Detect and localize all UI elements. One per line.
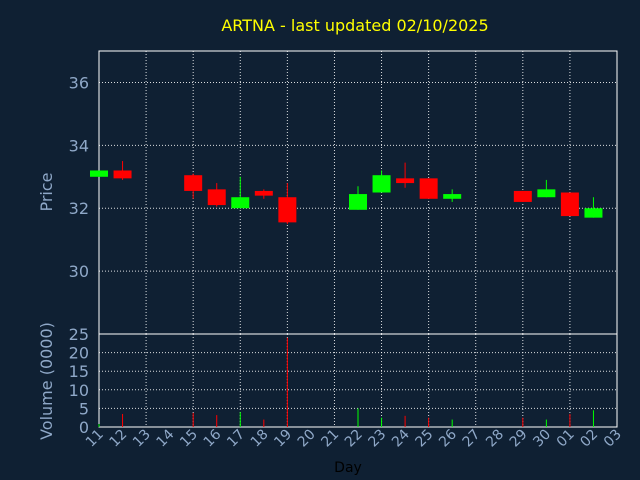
candle <box>184 173 203 199</box>
price-tick-label: 32 <box>69 199 89 218</box>
candle-body <box>349 194 367 210</box>
x-axis: 11 12 13 14 15 16 17 18 19 20 21 22 23 24 25 26 27 28 29 30… <box>83 426 625 450</box>
candle-body <box>584 208 603 218</box>
candle-body <box>443 194 462 199</box>
candle-body <box>231 197 250 209</box>
price-tick-label: 34 <box>69 136 89 155</box>
volume-tick-label: 0 <box>79 418 89 437</box>
candle <box>90 170 108 177</box>
volume-tick-label: 20 <box>69 344 89 363</box>
candle-body <box>419 178 438 199</box>
volume-series <box>98 337 594 427</box>
candle <box>349 186 367 210</box>
candle-body <box>513 190 532 202</box>
candle <box>537 179 556 198</box>
candle-body <box>90 170 108 177</box>
candle-body <box>113 170 132 179</box>
volume-tick-label: 5 <box>79 399 89 418</box>
candle-body <box>184 175 203 191</box>
chart-title: ARTNA - last updated 02/10/2025 <box>221 16 488 35</box>
candle-body <box>207 189 226 206</box>
price-tick-label: 36 <box>69 73 89 92</box>
candle <box>278 183 297 224</box>
candle-body <box>278 197 297 223</box>
x-axis-label: Day <box>334 460 362 476</box>
candle-body <box>560 192 579 217</box>
candle <box>584 197 603 218</box>
candle <box>513 190 532 202</box>
price-y-axis: 30 32 34 36 <box>69 73 89 281</box>
candle <box>254 189 273 199</box>
candle <box>396 162 415 188</box>
candle <box>113 161 132 180</box>
volume-axis-label: Volume (0000) <box>37 322 56 440</box>
candle <box>207 183 226 207</box>
price-axis-label: Price <box>37 172 56 211</box>
price-series <box>90 161 603 224</box>
candle-body <box>537 189 556 198</box>
candle <box>443 189 462 202</box>
volume-tick-label: 15 <box>69 362 89 381</box>
candle <box>560 192 579 217</box>
candle-body <box>372 175 391 193</box>
candle <box>419 178 438 199</box>
candle <box>372 170 391 193</box>
candle-body <box>254 190 273 196</box>
volume-tick-label: 25 <box>69 325 89 344</box>
candle-body <box>396 178 415 184</box>
candle <box>231 176 250 209</box>
price-tick-label: 30 <box>69 262 89 281</box>
volume-tick-label: 10 <box>69 381 89 400</box>
